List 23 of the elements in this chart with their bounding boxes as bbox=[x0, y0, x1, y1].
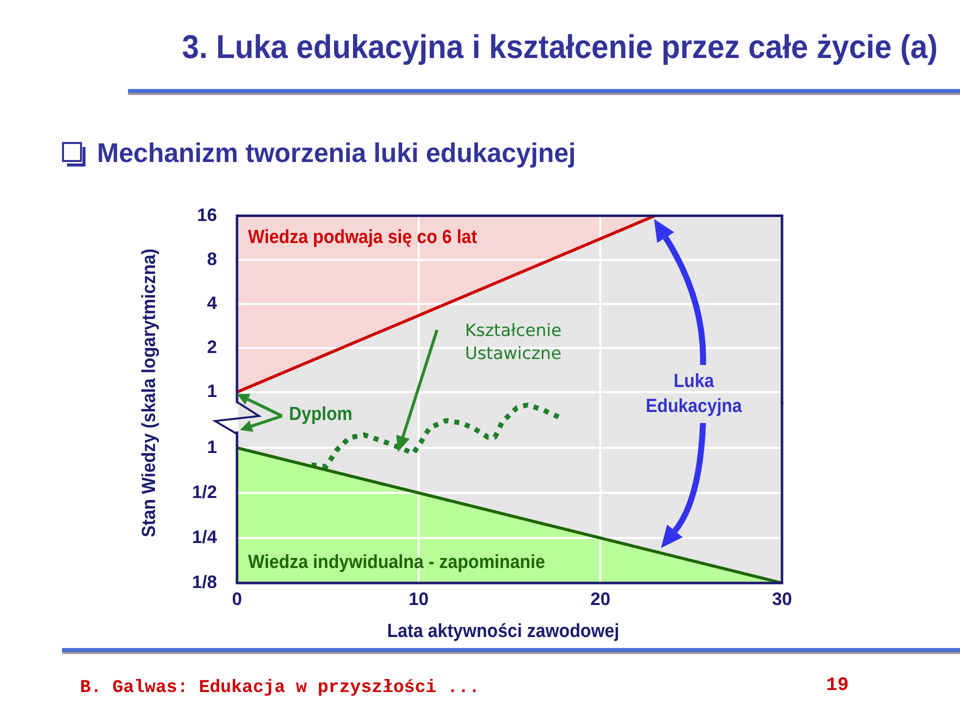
y-tick-label: 16 bbox=[196, 204, 217, 225]
x-tick-label: 10 bbox=[408, 588, 429, 609]
x-axis-title: Lata aktywności zawodowej bbox=[387, 621, 620, 643]
y-tick-label: 1/4 bbox=[192, 527, 217, 548]
text: 19 bbox=[826, 674, 849, 697]
x-tick-label: 0 bbox=[232, 588, 242, 609]
chart-title: 3. Luka edukacyjna i kształcenie przez całe życie (a) bbox=[182, 28, 938, 66]
x-tick-label: 20 bbox=[590, 588, 610, 609]
text: Wiedza podwaja się co 6 lat bbox=[248, 227, 478, 249]
y-tick-label: 1/8 bbox=[192, 572, 217, 592]
y-tick-label: 1 bbox=[206, 437, 217, 458]
y-tick-label: 1 bbox=[206, 381, 217, 402]
y-tick-label: 8 bbox=[206, 249, 217, 270]
text: B. Galwas: Edukacja w przyszłości ... bbox=[80, 678, 480, 698]
annotation: Luka Edukacyjna bbox=[646, 370, 742, 420]
y-axis-title: Stan Wiedzy (skala logarytmiczna) bbox=[139, 248, 162, 538]
chart-subtitle: Mechanizm tworzenia luki edukacyjnej bbox=[97, 138, 576, 169]
x-tick-label: 30 bbox=[772, 588, 792, 609]
y-tick-label: 2 bbox=[206, 337, 217, 358]
y-tick-label: 1/2 bbox=[192, 482, 217, 502]
y-tick-label: 4 bbox=[206, 293, 217, 314]
text: Kształcenie Ustawiczne bbox=[465, 320, 562, 366]
annotation: Dyplom bbox=[289, 404, 352, 426]
